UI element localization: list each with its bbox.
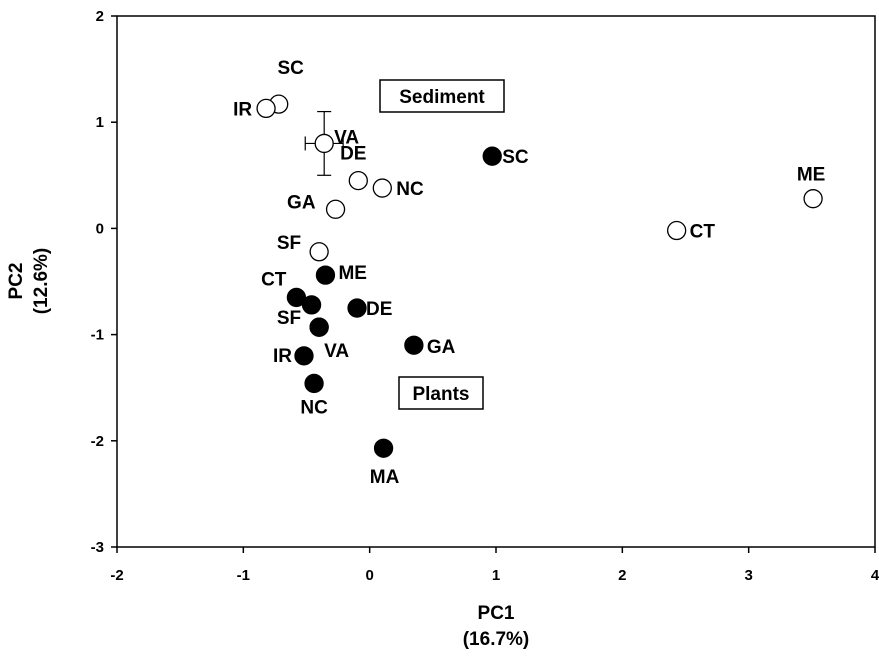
- plants-label-ir: IR: [273, 346, 292, 367]
- data-marks: [256, 94, 823, 458]
- y-axis-subtitle: (12.6%): [31, 248, 52, 315]
- sediment-label-sc: SC: [278, 58, 305, 79]
- plants-label-nc: NC: [300, 397, 328, 418]
- sediment-label-ga: GA: [287, 192, 316, 213]
- x-axis-title: PC1: [478, 603, 515, 624]
- sediment-label-me: ME: [797, 165, 826, 186]
- sediment-label-ct: CT: [690, 222, 716, 243]
- sediment-label-nc: NC: [396, 179, 424, 200]
- sediment-label-ir: IR: [233, 99, 252, 120]
- plants-label-de: DE: [366, 299, 392, 320]
- sediment-point-ga: [325, 199, 346, 219]
- sediment-label-de: DE: [340, 144, 366, 165]
- sediment-annotation-box: [379, 79, 505, 113]
- plants-point-me: [315, 265, 336, 285]
- sediment-label-sf: SF: [277, 233, 301, 254]
- plants-point: [301, 295, 322, 315]
- y-tick-label: 0: [96, 220, 104, 237]
- plants-point-nc: [304, 373, 324, 394]
- x-axis-subtitle: (16.7%): [463, 629, 530, 650]
- axis-ticks: -2 -1 0 1 2 3 4 -3 -2 -1 0 1 2: [91, 8, 879, 584]
- x-tick-label: -1: [237, 567, 250, 584]
- y-tick-label: 1: [96, 114, 104, 131]
- plants-label-me: ME: [338, 263, 367, 284]
- sediment-point-ct: [667, 220, 687, 241]
- sediment-point-de: [348, 170, 368, 191]
- plants-point-ma: [373, 438, 394, 458]
- plants-label-sc: SC: [502, 147, 529, 168]
- x-tick-label: 2: [618, 567, 626, 584]
- sediment-point-nc: [372, 178, 392, 198]
- x-tick-label: 0: [365, 567, 373, 584]
- plants-label-sf: SF: [277, 308, 301, 329]
- plants-point-ga: [404, 335, 424, 355]
- y-tick-label: -2: [91, 433, 104, 450]
- x-tick-label: 4: [871, 567, 879, 584]
- plants-point-ct: [286, 287, 307, 308]
- x-tick-label: -2: [110, 567, 123, 584]
- plants-point-de: [347, 298, 367, 318]
- sediment-annotation-text: Sediment: [399, 87, 485, 108]
- sediment-point-me: [803, 189, 823, 209]
- plants-annotation-box: [398, 376, 484, 410]
- x-tick-label: 1: [492, 567, 500, 584]
- sediment-annotation: Sediment: [379, 79, 505, 113]
- sediment-point-ir: [256, 98, 276, 119]
- plants-label-ct: CT: [261, 269, 287, 290]
- sediment-label-va: VA: [334, 127, 359, 148]
- y-axis-title: PC2: [6, 263, 27, 300]
- y-tick-label: -3: [91, 539, 104, 556]
- plants-label-va: VA: [324, 341, 349, 362]
- plants-point-sc: [482, 146, 502, 166]
- y-tick-label: -1: [91, 327, 104, 344]
- plants-annotation-text: Plants: [412, 384, 469, 405]
- plants-point-ir: [294, 346, 314, 366]
- plants-point-va: [309, 317, 329, 337]
- sediment-point-sf: [309, 242, 329, 262]
- plants-annotation: Plants: [398, 376, 484, 410]
- x-tick-label: 3: [744, 567, 752, 584]
- y-tick-label: 2: [96, 8, 104, 25]
- plants-label-ma: MA: [370, 467, 400, 488]
- plants-label-ga: GA: [427, 337, 456, 358]
- sediment-point-va: [314, 133, 334, 154]
